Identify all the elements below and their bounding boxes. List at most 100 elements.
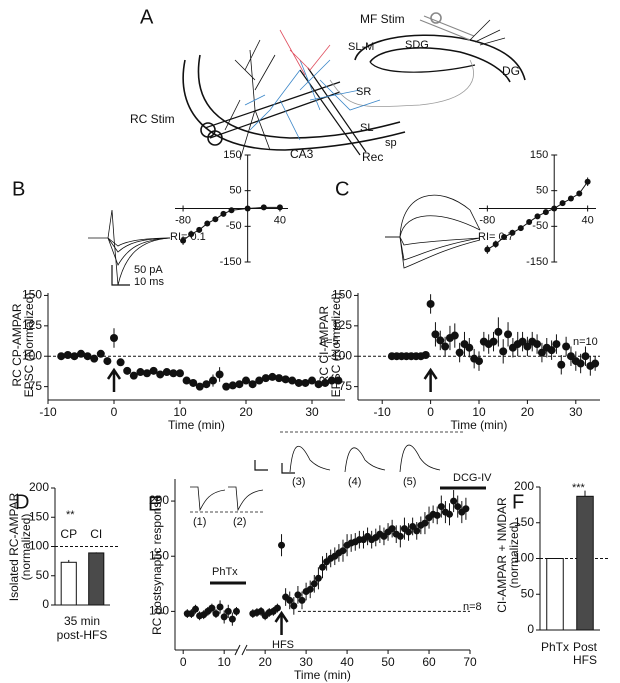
data-point [409, 522, 417, 530]
data-point [450, 497, 458, 505]
data-point [261, 374, 270, 383]
data-point [526, 219, 533, 226]
data-point [431, 330, 440, 339]
y-tick-label: 0 [527, 622, 534, 636]
x-tick-label: 30 [299, 655, 313, 669]
data-point [195, 382, 204, 391]
x-axis-label: Time (min) [294, 668, 351, 682]
x-tick-label: Post [573, 640, 598, 654]
x-tick-label: 10 [217, 655, 231, 669]
x-tick-label: 40 [274, 214, 286, 226]
x-tick-label: 0 [111, 405, 118, 419]
y-tick-label: -50 [226, 220, 242, 232]
data-point [275, 374, 283, 383]
x-tick-label: 70 [463, 655, 477, 669]
data-point [129, 371, 138, 380]
data-point [96, 349, 105, 358]
bar [88, 552, 105, 606]
data-point [562, 342, 571, 351]
annotation: n=5 [320, 336, 339, 348]
x-tick-label: 20 [239, 405, 253, 419]
diagram-label: SL-M [348, 41, 374, 53]
data-point [537, 348, 546, 357]
data-point [189, 378, 198, 387]
diagram-label: SL [360, 122, 373, 134]
data-point [70, 352, 79, 361]
data-point [421, 351, 430, 360]
data-point [281, 375, 290, 384]
sample-traces [88, 194, 481, 513]
data-point [534, 213, 541, 220]
data-point [501, 234, 508, 241]
data-point [242, 376, 250, 385]
data-point [396, 532, 404, 540]
data-point [462, 505, 470, 513]
data-point [224, 607, 232, 615]
data-point [228, 381, 237, 390]
annotation: *** [572, 482, 586, 494]
bar [546, 558, 564, 631]
y-axis-label: (normalized) [507, 522, 521, 589]
diagram-label: SDG [405, 39, 429, 51]
diagram-label: sp [385, 137, 397, 149]
y-tick-label: 125 [22, 318, 42, 332]
data-point [576, 190, 583, 197]
x-tick-label: 50 [381, 655, 395, 669]
data-point [248, 380, 257, 389]
y-tick-label: 125 [332, 318, 352, 332]
data-point [421, 519, 429, 527]
data-point [436, 336, 445, 345]
data-point [301, 378, 310, 387]
axis-break [238, 645, 246, 655]
x-tick-label: 0 [427, 405, 434, 419]
y-tick-label: 100 [149, 604, 169, 618]
annotation: (5) [403, 476, 416, 488]
hippocampus-diagram [182, 12, 526, 156]
data-point [405, 528, 413, 536]
diagram-label: RC Stim [130, 112, 175, 126]
stim-arrow [423, 367, 438, 392]
data-point [136, 368, 145, 377]
data-point [492, 241, 499, 248]
y-axis-label: EPSC (Normalized) [329, 293, 343, 398]
annotation: E [148, 493, 161, 515]
data-point [294, 378, 303, 387]
annotation: (1) [193, 516, 206, 528]
y-tick-label: 50 [229, 185, 241, 197]
x-axis-label: post-HFS [57, 628, 108, 642]
data-point [584, 178, 591, 185]
data-point [504, 330, 513, 339]
data-point [143, 369, 151, 378]
y-axis-label: CI-AMPAR + NMDAR [495, 497, 509, 613]
data-point [182, 376, 191, 385]
annotation: ** [66, 509, 75, 521]
y-tick-label: 100 [29, 539, 49, 553]
data-point [63, 351, 72, 360]
x-tick-label: 40 [582, 214, 594, 226]
x-tick-label: 60 [422, 655, 436, 669]
data-point [380, 532, 388, 540]
x-tick-label: 10 [173, 405, 187, 419]
data-point [202, 380, 211, 389]
y-tick-label: 50 [536, 185, 548, 197]
x-tick-label: -80 [175, 214, 191, 226]
data-point [116, 358, 125, 367]
data-point [257, 607, 265, 615]
data-point [149, 366, 158, 375]
data-point [499, 347, 508, 356]
y-tick-label: 150 [29, 509, 49, 523]
data-point [255, 376, 264, 385]
annotation: B [12, 178, 25, 200]
data-point [278, 541, 286, 549]
data-point [83, 352, 92, 361]
data-point [388, 525, 396, 533]
data-point [204, 220, 211, 227]
x-axis-label: 35 min [64, 614, 100, 628]
data-point [426, 299, 435, 308]
annotation: (3) [292, 476, 305, 488]
data-point [339, 547, 347, 555]
data-point [216, 603, 224, 611]
data-point [187, 610, 195, 618]
data-point [437, 503, 445, 511]
data-point [517, 225, 524, 232]
